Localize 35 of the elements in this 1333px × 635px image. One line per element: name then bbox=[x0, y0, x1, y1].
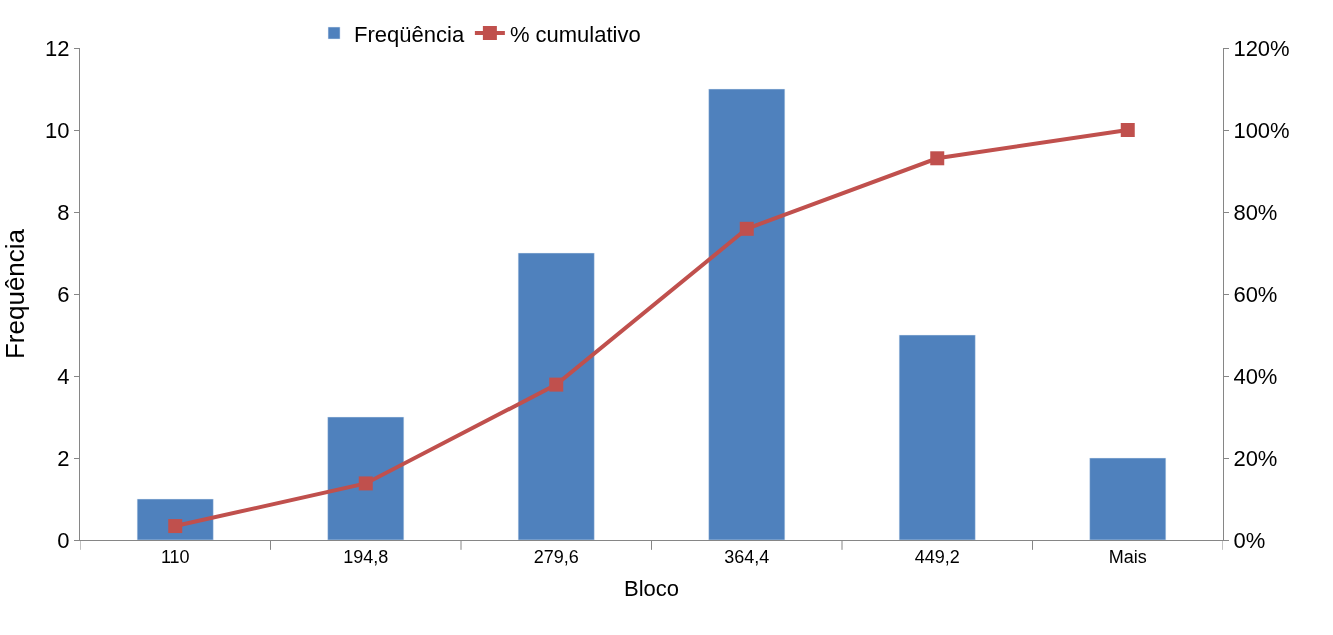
bar bbox=[517, 252, 595, 540]
bar bbox=[327, 416, 405, 540]
y-tick-label: 8 bbox=[57, 199, 70, 225]
point bbox=[739, 221, 754, 236]
y2-tick-label: 80% bbox=[1233, 199, 1278, 225]
y2-tick-label: 20% bbox=[1233, 445, 1278, 471]
x-tick-label: 110 bbox=[160, 546, 190, 567]
y2-tick-label: 60% bbox=[1233, 281, 1278, 307]
y-tick-label: 6 bbox=[57, 281, 70, 307]
x-tick-label: 279,6 bbox=[533, 546, 579, 567]
bar bbox=[708, 88, 786, 540]
point bbox=[1120, 123, 1135, 137]
y-tick-label: 12 bbox=[45, 35, 70, 61]
bar bbox=[1089, 457, 1167, 540]
x-tick-label: 194,8 bbox=[343, 546, 389, 567]
point bbox=[549, 377, 564, 392]
legend-label: % cumulativo bbox=[509, 21, 641, 47]
point bbox=[358, 476, 373, 491]
legend-label: Freqüência bbox=[354, 21, 465, 47]
x-tick-label: 364,4 bbox=[724, 546, 770, 567]
y-axis-title: Frequência bbox=[0, 228, 30, 360]
x-axis-title: Bloco bbox=[623, 576, 680, 602]
y2-tick-label: 100% bbox=[1233, 117, 1290, 143]
bar bbox=[898, 334, 976, 540]
point bbox=[930, 151, 945, 166]
y-tick-label: 10 bbox=[45, 117, 70, 143]
y2-tick-label: 0% bbox=[1233, 527, 1266, 553]
y-tick-label: 2 bbox=[57, 445, 70, 471]
y-tick-label: 0 bbox=[57, 527, 70, 553]
point bbox=[168, 519, 183, 534]
x-tick-label: 449,2 bbox=[914, 546, 960, 567]
y2-tick-label: 120% bbox=[1233, 35, 1290, 61]
y2-tick-label: 40% bbox=[1233, 363, 1278, 389]
x-tick-label: Mais bbox=[1108, 546, 1147, 567]
y-tick-label: 4 bbox=[57, 363, 70, 389]
